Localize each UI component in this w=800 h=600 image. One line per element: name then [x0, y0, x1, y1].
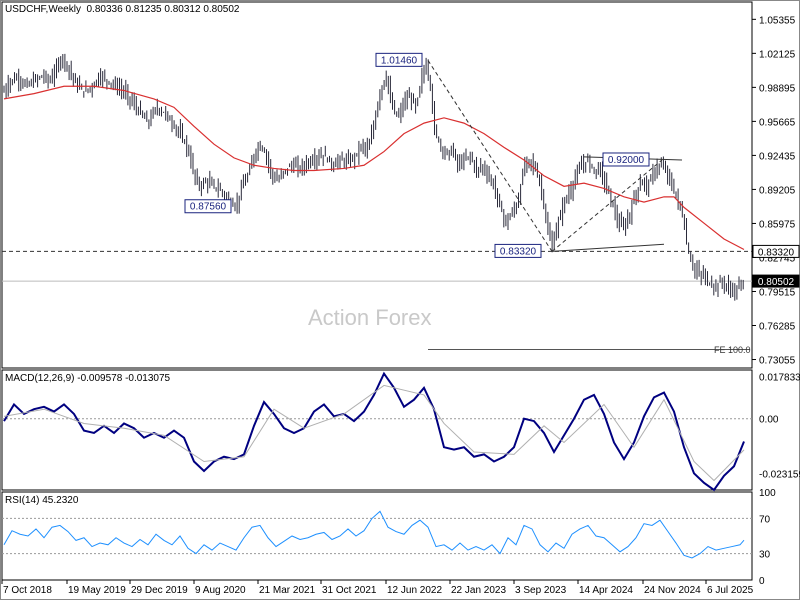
annotation-label: 0.87560: [190, 202, 227, 213]
current-price-label: 0.80502: [758, 277, 795, 288]
rsi-ytick-label: 0: [759, 576, 765, 587]
price-annotation: 0.92000: [602, 152, 650, 167]
rsi-pane-frame: [1, 491, 753, 581]
level-price-label: 0.83320: [758, 247, 795, 258]
macd-signal-line: [3, 384, 745, 482]
price-ytick-label: 1.05355: [759, 15, 796, 26]
price-ytick-label: 1.02125: [759, 49, 796, 60]
price-ytick-label: 0.82745: [759, 253, 796, 264]
price-ytick-label: 0.89205: [759, 185, 796, 196]
macd-ytick-label: 0.017833: [759, 372, 800, 383]
ohlc-close: 0.80502: [203, 4, 240, 15]
ohlc-open: 0.80336: [86, 4, 123, 15]
price-pane-title: USDCHF,Weekly 0.80336 0.81235 0.80312 0.…: [5, 4, 239, 15]
macd-pane-title: MACD(12,26,9) -0.009578 -0.013075: [5, 373, 171, 384]
annotation-box: [602, 152, 650, 167]
rsi-line: [3, 510, 745, 559]
ohlc-low: 0.80312: [164, 4, 201, 15]
price-ytick-label: 0.76285: [759, 322, 796, 333]
rsi-pane-title: RSI(14) 45.2320: [5, 495, 79, 506]
price-annotation: 1.01460: [375, 52, 423, 67]
x-tick-label: 9 Aug 2020: [195, 585, 246, 596]
trendline: [551, 243, 665, 252]
rsi-ytick-label: 30: [759, 550, 771, 561]
macd-ytick-label: 0.00: [759, 415, 779, 426]
ohlc-high: 0.81235: [125, 4, 162, 15]
x-tick-label: 14 Apr 2024: [579, 585, 633, 596]
price-pane-frame: [1, 1, 753, 369]
price-ytick-label: 0.73055: [759, 356, 796, 367]
rsi-ytick-label: 70: [759, 514, 771, 525]
trendline: [427, 60, 553, 252]
price-annotation: 0.83320: [494, 243, 542, 258]
price-ytick-label: 0.95665: [759, 117, 796, 128]
level-price-label-box: [752, 244, 800, 258]
moving-average-line: [3, 85, 745, 251]
price-ytick-label: 0.79515: [759, 287, 796, 298]
annotation-label: 0.92000: [608, 155, 645, 166]
macd-line: [3, 371, 745, 492]
price-annotation: 0.87560: [184, 199, 232, 214]
x-tick-label: 19 May 2019: [68, 585, 126, 596]
annotation-label: 1.01460: [381, 55, 418, 66]
x-tick-label: 21 Mar 2021: [259, 585, 316, 596]
x-tick-label: 7 Oct 2018: [3, 585, 52, 596]
rsi-ytick-label: 100: [759, 488, 776, 499]
x-tick-label: 29 Dec 2019: [131, 585, 188, 596]
x-tick-label: 3 Sep 2023: [515, 585, 567, 596]
trendline: [551, 159, 663, 252]
price-ytick-label: 0.92435: [759, 151, 796, 162]
fe-label: FE 100.0: [714, 345, 751, 355]
x-tick-label: 12 Jun 2022: [387, 585, 442, 596]
macd-pane-frame: [1, 369, 753, 491]
x-tick-label: 6 Jul 2025: [707, 585, 754, 596]
current-price-label-box: [752, 274, 800, 288]
annotation-box: [184, 199, 232, 214]
x-tick-label: 24 Nov 2024: [644, 585, 701, 596]
annotation-box: [494, 243, 542, 258]
x-tick-label: 31 Oct 2021: [322, 585, 377, 596]
watermark: Action Forex: [308, 305, 432, 330]
annotation-box: [375, 52, 423, 67]
symbol-title: USDCHF,Weekly: [5, 4, 81, 15]
price-ytick-label: 0.98895: [759, 83, 796, 94]
x-tick-label: 22 Jan 2023: [451, 585, 506, 596]
price-ytick-label: 0.85975: [759, 219, 796, 230]
annotation-label: 0.83320: [500, 246, 537, 257]
macd-ytick-label: -0.023159: [759, 470, 800, 481]
